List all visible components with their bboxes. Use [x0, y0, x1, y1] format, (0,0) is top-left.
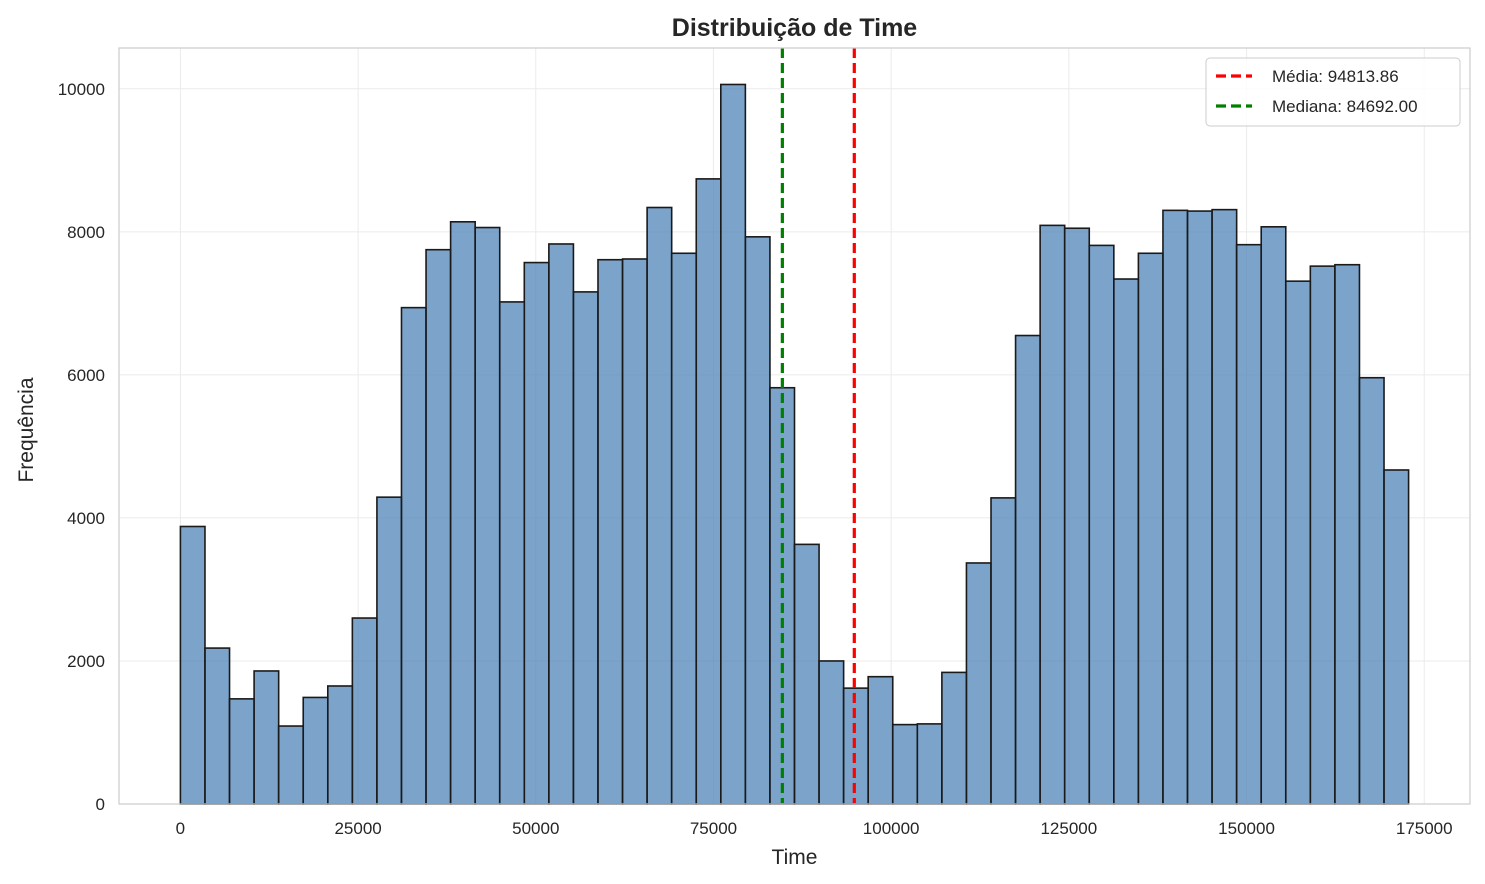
- x-tick-label: 75000: [690, 819, 737, 838]
- y-axis-ticks: 0 2000 4000 6000 8000 10000: [58, 80, 105, 814]
- histogram-bar: [179, 525, 206, 805]
- histogram-bar: [498, 301, 526, 805]
- reference-lines: [780, 48, 856, 804]
- histogram-bar: [990, 497, 1017, 805]
- histogram-bar: [695, 178, 722, 805]
- histogram-bar: [1211, 208, 1238, 805]
- legend-box: [1205, 57, 1461, 127]
- histogram-bar: [228, 698, 255, 805]
- histogram-bar: [351, 617, 378, 805]
- histogram-bar: [597, 258, 624, 805]
- histogram-bar: [1186, 210, 1213, 805]
- x-tick-label: 100000: [863, 819, 920, 838]
- histogram-bar: [720, 83, 747, 805]
- histogram-bar: [744, 236, 771, 805]
- histogram-bar: [916, 723, 943, 805]
- histogram-bar: [1113, 278, 1140, 805]
- y-tick-label: 8000: [67, 223, 105, 242]
- histogram-bar: [204, 647, 231, 805]
- histogram-bar: [941, 671, 968, 805]
- chart-title: Distribuição de Time: [672, 14, 918, 42]
- histogram-bar: [818, 660, 845, 805]
- x-tick-label: 175000: [1396, 819, 1453, 838]
- y-tick-label: 4000: [67, 509, 105, 528]
- legend: Média: 94813.86 Mediana: 84692.00: [1205, 57, 1461, 127]
- histogram-bar: [793, 543, 820, 805]
- histogram-bar: [867, 675, 894, 805]
- histogram-bar: [842, 687, 869, 805]
- histogram-bar: [1309, 265, 1336, 805]
- histogram-bar: [965, 562, 992, 805]
- legend-label-mediana: Mediana: 84692.00: [1272, 97, 1418, 116]
- y-tick-label: 0: [96, 795, 105, 814]
- histogram-bar: [425, 248, 452, 805]
- y-tick-label: 10000: [58, 80, 105, 99]
- histogram-bar: [1334, 263, 1361, 805]
- y-tick-label: 6000: [67, 366, 105, 385]
- histogram-bar: [1383, 469, 1410, 805]
- x-tick-label: 150000: [1218, 819, 1275, 838]
- plot-frame: [118, 47, 1471, 805]
- x-axis-ticks: 0 25000 50000 75000 100000 125000 150000 175000: [176, 819, 1453, 838]
- histogram-bar: [376, 496, 403, 805]
- histogram-bar: [474, 226, 501, 805]
- histogram-bar: [572, 291, 599, 805]
- bars: [179, 83, 1410, 805]
- histogram-bar: [253, 670, 280, 805]
- histogram-bar: [646, 206, 673, 805]
- histogram-bar: [1284, 280, 1312, 805]
- x-tick-label: 125000: [1040, 819, 1097, 838]
- x-axis-label: Time: [772, 846, 818, 869]
- histogram-bar: [523, 261, 550, 805]
- histogram-bar: [449, 221, 476, 805]
- histogram-bar: [1063, 227, 1091, 805]
- histogram-bar: [1039, 224, 1066, 805]
- histogram-bar: [1260, 226, 1287, 805]
- x-tick-label: 25000: [334, 819, 381, 838]
- histogram-bar: [302, 696, 329, 805]
- histogram-bar: [1014, 334, 1041, 805]
- histogram-bar: [326, 685, 354, 805]
- histogram-bar: [1358, 376, 1385, 805]
- histogram-bar: [1162, 209, 1189, 805]
- histogram-bar: [400, 306, 427, 805]
- histogram-bar: [548, 243, 575, 805]
- histogram-bar: [277, 725, 305, 805]
- histogram-bar: [1088, 244, 1115, 805]
- y-axis-label: Frequência: [15, 377, 38, 482]
- legend-label-media: Média: 94813.86: [1272, 67, 1399, 86]
- histogram-bar: [621, 258, 648, 805]
- histogram-bar: [1235, 243, 1263, 805]
- x-tick-label: 0: [176, 819, 185, 838]
- y-tick-label: 2000: [67, 652, 105, 671]
- histogram-bar: [1137, 252, 1164, 805]
- histogram-bar: [891, 723, 919, 805]
- histogram-bar: [670, 252, 698, 805]
- x-tick-label: 50000: [512, 819, 559, 838]
